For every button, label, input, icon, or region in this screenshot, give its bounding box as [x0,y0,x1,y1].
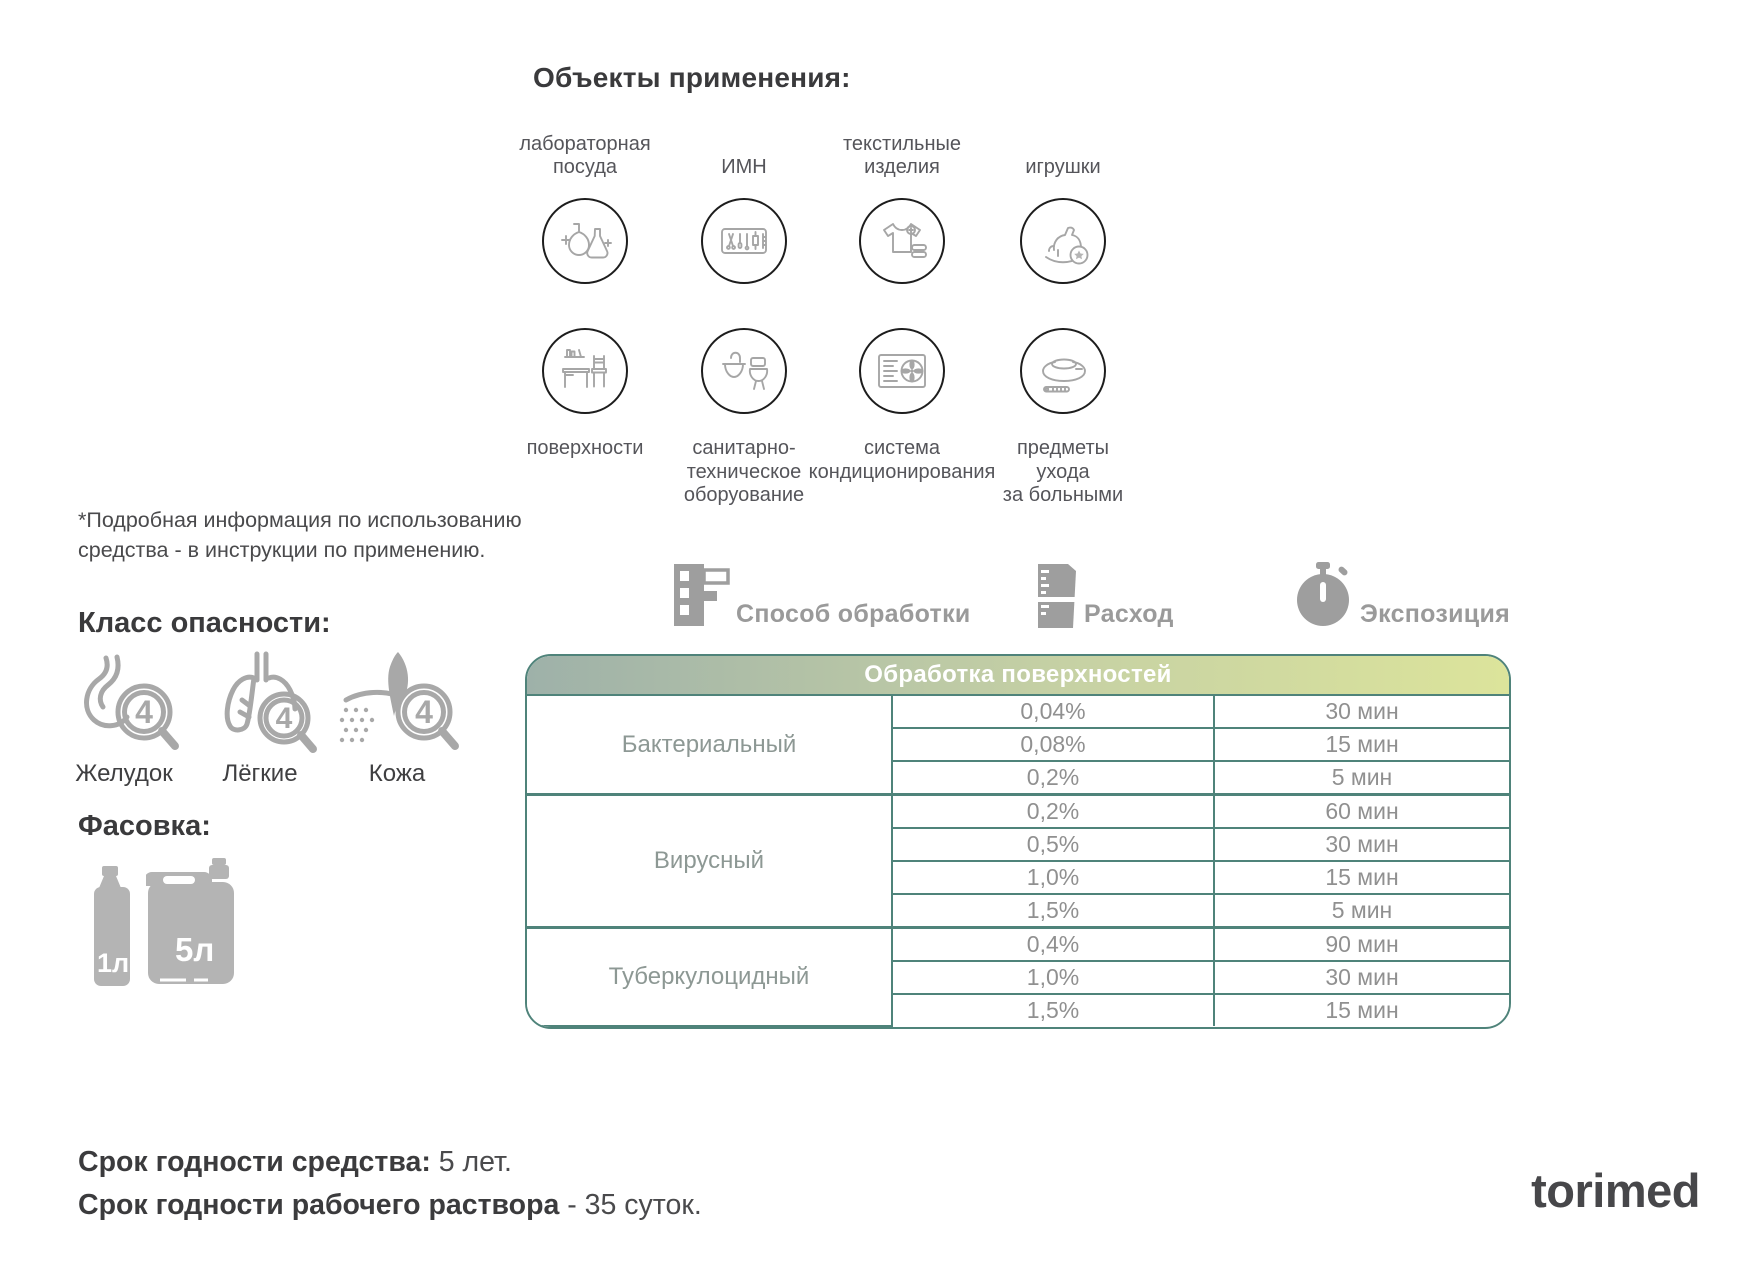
table-row: 0,2% 5 мин [527,760,1509,796]
legend-label: Расход [1084,600,1174,628]
treatment-table: Обработка поверхностей Бактериальный 0,0… [525,654,1511,1029]
page-title: Объекты применения: [533,62,851,93]
method-cell: Бактериальный [527,696,893,796]
hazard-value: 4 [135,694,153,730]
table-row: Вирусный 0,2% 60 мин [527,793,1509,929]
application-object-label: поверхности [526,437,644,459]
lungs-icon: 4 [200,648,328,762]
consumption-icon [1030,560,1080,630]
time-cell: 15 мин [1213,727,1509,762]
time-cell: 5 мин [1213,760,1509,796]
application-object-label: лабораторная посуда [519,132,651,179]
concentration-cell: 1,5% [892,993,1215,1026]
legend-label: Экспозиция [1360,600,1511,628]
table-row: 1,0% 15 мин [527,860,1509,895]
stomach-icon: 4 [64,648,192,762]
canister-volume: 5л [175,931,214,968]
concentration-cell: 1,0% [892,960,1215,995]
packaging-title: Фасовка: [78,810,211,842]
legend-exposure: Экспозиция [1292,560,1510,630]
bottle-icon: 1л [85,864,139,993]
patient-care-icon [1020,328,1106,414]
concentration-cell: 1,5% [892,893,1215,929]
time-cell: 30 мин [1213,827,1509,862]
table-row: Бактериальный 0,04% 30 мин [527,696,1509,796]
time-cell: 90 мин [1213,926,1509,962]
legend-treatment-method: Способ обработки [670,560,971,630]
canister-icon: 5л [144,856,236,993]
concentration-cell: 0,2% [892,760,1215,796]
concentration-cell: 0,08% [892,727,1215,762]
bottle-volume: 1л [97,948,129,978]
medical-devices-icon [701,198,787,284]
concentration-cell: 0,04% [891,696,1215,729]
hazard-label: Кожа [368,760,426,787]
concentration-cell: 0,4% [891,926,1215,962]
concentration-cell: 0,5% [892,827,1215,862]
method-cell: Туберкулоцидный [527,926,893,1027]
time-cell: 30 мин [1213,696,1509,729]
method-cell: Вирусный [527,793,893,929]
toys-icon [1020,198,1106,284]
shelf-life-solution: Срок годности рабочего раствора - 35 сут… [78,1189,702,1221]
brand-logo: torimed [1531,1164,1700,1217]
time-cell: 30 мин [1213,960,1509,995]
sanitary-equipment-icon [701,328,787,414]
treatment-method-icon [670,560,732,630]
time-cell: 15 мин [1213,993,1509,1026]
concentration-cell: 0,2% [891,793,1215,829]
application-object-label: система кондиционирования [808,437,996,483]
table-row: 1,0% 30 мин [527,960,1509,995]
application-object-label: предметы ухода за больными [1002,437,1124,507]
time-cell: 15 мин [1213,860,1509,895]
legend-consumption: Расход [1030,560,1174,630]
table-row: 1,5% 5 мин [527,893,1509,929]
time-cell: 5 мин [1213,893,1509,929]
hazard-label: Лёгкие [222,760,298,787]
skin-icon: 4 [332,648,468,762]
application-object-label: игрушки [1025,156,1101,179]
shelf-life-product: Срок годности средства: 5 лет. [78,1146,512,1178]
table-row: 0,5% 30 мин [527,827,1509,862]
application-object-label: ИМН [721,156,767,179]
exposure-icon [1292,560,1356,630]
hazard-class-title: Класс опасности: [78,607,331,639]
application-object-label: текстильные изделия [843,132,961,179]
application-object-label: санитарно- техническое оборуование [683,437,805,507]
table-row: 0,08% 15 мин [527,727,1509,762]
textile-icon [859,198,945,284]
lab-glassware-icon [542,198,628,284]
usage-note: *Подробная информация по использованию с… [78,508,522,563]
time-cell: 60 мин [1213,793,1509,829]
hazard-label: Желудок [75,760,173,787]
hazard-value: 4 [415,694,433,730]
table-row: Туберкулоцидный 0,4% 90 мин [527,926,1509,1027]
concentration-cell: 1,0% [892,860,1215,895]
surfaces-icon [542,328,628,414]
hazard-value: 4 [276,702,293,735]
table-row: 1,5% 15 мин [527,993,1509,1026]
legend-label: Способ обработки [736,600,971,628]
air-conditioning-icon [859,328,945,414]
treatment-table-title: Обработка поверхностей [527,656,1509,696]
